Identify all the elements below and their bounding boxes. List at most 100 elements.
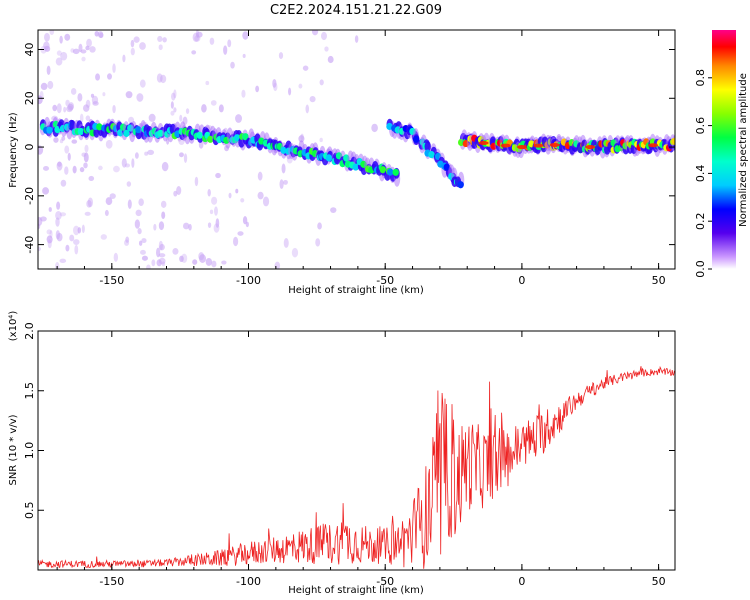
spectrogram-speckle (176, 186, 182, 195)
spectrogram-speckle (48, 207, 52, 212)
spectrogram-speckle (179, 152, 184, 158)
spectrogram-speckle (56, 232, 63, 242)
spectrogram-speckle (309, 96, 316, 103)
spectrogram-speckle (233, 236, 239, 247)
spectrogram-speckle (230, 61, 235, 69)
spectrogram-speckle (77, 227, 82, 234)
spectrogram-speckle (56, 161, 63, 171)
spectrogram-speckle (278, 52, 284, 59)
spectrogram-peak (648, 143, 659, 148)
spectrogram-speckle (67, 103, 74, 111)
spectrogram-speckle (38, 246, 41, 252)
spectrogram-speckle (79, 167, 85, 173)
spectrogram-cell (443, 163, 450, 171)
spectrogram-speckle (191, 50, 197, 55)
spectrogram-speckle (181, 253, 188, 264)
spectrogram-speckle (209, 209, 214, 215)
snr-frame (37, 330, 676, 571)
spectrogram-speckle (257, 171, 263, 181)
spectrogram-speckle (161, 211, 166, 219)
spectrogram-speckle (288, 87, 292, 96)
y-tick-label: 20 (23, 91, 36, 105)
spectrogram-speckle (242, 216, 248, 225)
spectrogram-speckle (65, 244, 70, 252)
spectrogram-speckle (89, 46, 96, 53)
colorbar-tick-label: 0.0 (694, 260, 707, 278)
x-tick-label: 50 (652, 575, 666, 588)
spectrogram-speckle (72, 225, 80, 236)
spectrogram-speckle (122, 54, 126, 63)
spectrogram-speckle (44, 32, 50, 42)
spectrogram-speckle (88, 175, 95, 182)
spectrogram-speckle (227, 39, 232, 48)
spectrogram-speckle (211, 260, 217, 268)
spectrogram-speckle (107, 73, 112, 80)
y-tick-label: 2.0 (23, 322, 36, 340)
spectrogram-speckle (124, 163, 131, 168)
x-tick-label: -150 (99, 575, 124, 588)
spectrogram-cell (387, 168, 394, 176)
spectrogram-speckle (283, 238, 289, 248)
spectrogram-speckle (235, 188, 239, 194)
spectrogram-speckle (59, 35, 63, 44)
spectrogram-speckle (172, 248, 179, 255)
spectrogram-speckle (47, 80, 54, 90)
spectrogram-cell (392, 168, 399, 176)
spectrogram-speckle (160, 74, 167, 84)
figure-title: C2E2.2024.151.21.22.G09 (270, 3, 442, 18)
spectrogram-cell (77, 127, 85, 136)
spectrogram-speckle (160, 200, 167, 208)
spectrogram-speckle (171, 92, 176, 101)
spectrogram-speckle (49, 30, 55, 36)
spectrogram-speckle (156, 259, 162, 267)
spectrogram-speckle (144, 151, 149, 156)
spectrogram-speckle (214, 206, 218, 216)
spectrogram-xlabel: Height of straight line (km) (288, 285, 424, 296)
spectrogram-speckle (315, 238, 321, 247)
spectrogram-cell (196, 131, 203, 139)
spectrogram-cell (428, 151, 435, 159)
spectrogram-speckle (85, 45, 90, 51)
spectrogram-speckle (170, 110, 175, 116)
spectrogram-peak (478, 140, 489, 145)
spectrogram-speckle (56, 50, 62, 56)
spectrogram-cell (424, 141, 431, 152)
spectrogram-speckle (215, 218, 220, 228)
spectrogram-speckle (134, 152, 139, 159)
spectrogram-speckle (138, 240, 143, 246)
spectrogram-speckle (161, 261, 166, 267)
spectrogram-speckle (71, 139, 78, 144)
spectrogram-peak (500, 143, 511, 148)
spectrogram-speckle (136, 93, 144, 102)
spectrogram-cell (386, 122, 393, 131)
x-tick-label: -100 (236, 274, 261, 287)
colorbar-tick-label: 0.4 (694, 165, 707, 183)
spectrogram-speckle (183, 153, 188, 163)
spectrogram-speckle (63, 106, 67, 113)
spectrogram-speckle (39, 216, 47, 222)
x-tick-label: 0 (518, 575, 525, 588)
spectrogram-speckle (158, 221, 165, 231)
spectrogram-cell (325, 154, 333, 162)
spectrogram-speckle (207, 188, 211, 197)
spectrogram-speckle (46, 235, 53, 244)
spectrogram-speckle (194, 176, 199, 187)
spectrogram-speckle (305, 104, 310, 114)
spectrogram-speckle (39, 90, 44, 100)
spectrogram-speckle (210, 100, 217, 106)
spectrogram-speckle (55, 217, 60, 227)
spectrogram-speckle (38, 95, 43, 105)
colorbar-label: Normalized spectral amplitude (738, 73, 749, 227)
spectrogram-speckle (311, 30, 319, 36)
spectrogram-speckle (192, 259, 198, 265)
spectrogram-speckle (59, 139, 64, 144)
spectrogram-speckle (55, 57, 63, 66)
spectrogram-cell (135, 126, 142, 134)
spectrogram-speckle (182, 222, 190, 230)
spectrogram-speckle (146, 264, 151, 269)
spectrogram-speckle (196, 31, 203, 38)
spectrogram-cell (412, 135, 420, 143)
spectrogram-speckle (201, 104, 207, 113)
spectrogram-speckle (218, 104, 224, 113)
spectrogram-speckle (215, 172, 221, 179)
